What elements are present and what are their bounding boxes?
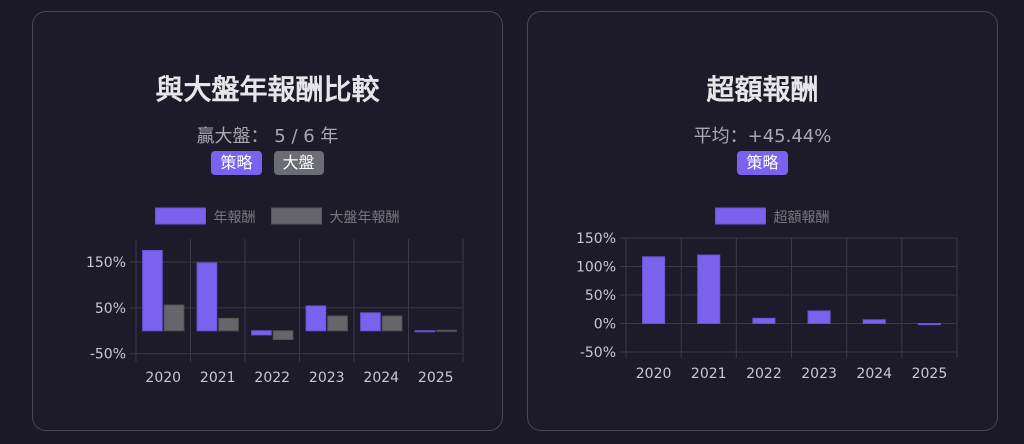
- bar-超額報酬-2022: [752, 317, 776, 324]
- bar-大盤年報酬-2023: [327, 315, 348, 332]
- annual-return-chart: 年報酬 大盤年報酬 150% 50% -50% 2020 2021 2022 2023 2024 2…: [86, 207, 464, 386]
- legend-swatch: [715, 207, 766, 225]
- y-tick-label: -50%: [90, 347, 126, 363]
- y-tick-label: 150%: [576, 231, 616, 247]
- bar-大盤年報酬-2021: [218, 317, 239, 332]
- win-count-text: 贏大盤： 5 / 6 年: [196, 126, 339, 147]
- x-tick-label: 2022: [254, 370, 290, 386]
- annual-return-comparison-card: 與大盤年報酬比較 贏大盤： 5 / 6 年 策略 大盤 年報酬 大盤年報酬 150%…: [32, 11, 503, 431]
- y-tick-label: 50%: [585, 288, 616, 304]
- bar-大盤年報酬-2022: [272, 330, 294, 340]
- bar-年報酬-2023: [305, 305, 327, 332]
- card-title: 與大盤年報酬比較: [155, 73, 380, 106]
- x-tick-label: 2021: [200, 370, 236, 386]
- y-tick-label: 150%: [86, 255, 126, 271]
- excess-return-chart: 超額報酬 150% 100% 50% 0% -50% 2020 2021 2022 2023 202…: [576, 207, 958, 382]
- y-tick-label: 100%: [576, 260, 616, 276]
- bar-大盤年報酬-2024: [381, 315, 403, 332]
- bar-超額報酬-2020: [642, 256, 666, 324]
- x-tick-label: 2024: [856, 366, 892, 382]
- y-tick-label: 0%: [594, 317, 616, 333]
- card-title: 超額報酬: [706, 73, 819, 106]
- legend-label: 年報酬: [214, 210, 256, 226]
- bar-超額報酬-2024: [862, 319, 886, 325]
- x-tick-label: 2022: [746, 366, 782, 382]
- x-tick-label: 2025: [418, 370, 454, 386]
- x-tick-label: 2020: [636, 366, 672, 382]
- bar-年報酬-2021: [196, 262, 218, 332]
- bar-超額報酬-2025: [917, 323, 941, 326]
- bar-大盤年報酬-2025: [436, 329, 457, 332]
- x-tick-label: 2024: [363, 370, 399, 386]
- bar-超額報酬-2023: [807, 310, 831, 324]
- average-excess-text: 平均：+45.44%: [693, 126, 832, 147]
- x-tick-label: 2023: [801, 366, 837, 382]
- market-badge: 大盤: [273, 151, 324, 175]
- bar-大盤年報酬-2020: [163, 304, 185, 332]
- strategy-badge: 策略: [737, 151, 788, 175]
- bar-年報酬-2024: [360, 312, 381, 332]
- bar-年報酬-2020: [142, 249, 163, 332]
- legend-swatch: [271, 207, 322, 225]
- y-tick-label: -50%: [580, 345, 616, 361]
- bar-年報酬-2025: [414, 330, 436, 333]
- y-tick-label: 50%: [95, 301, 126, 317]
- bar-年報酬-2022: [251, 330, 272, 336]
- excess-return-card: 超額報酬 平均：+45.44% 策略 超額報酬 150% 100% 50% 0% -50%…: [527, 11, 998, 431]
- legend-label: 大盤年報酬: [330, 210, 400, 226]
- bar-超額報酬-2021: [697, 254, 721, 325]
- x-tick-label: 2023: [309, 370, 345, 386]
- x-tick-label: 2020: [145, 370, 181, 386]
- x-tick-label: 2021: [691, 366, 727, 382]
- legend-swatch: [155, 207, 206, 225]
- x-tick-label: 2025: [912, 366, 948, 382]
- legend-label: 超額報酬: [774, 210, 830, 226]
- strategy-badge: 策略: [211, 151, 262, 175]
